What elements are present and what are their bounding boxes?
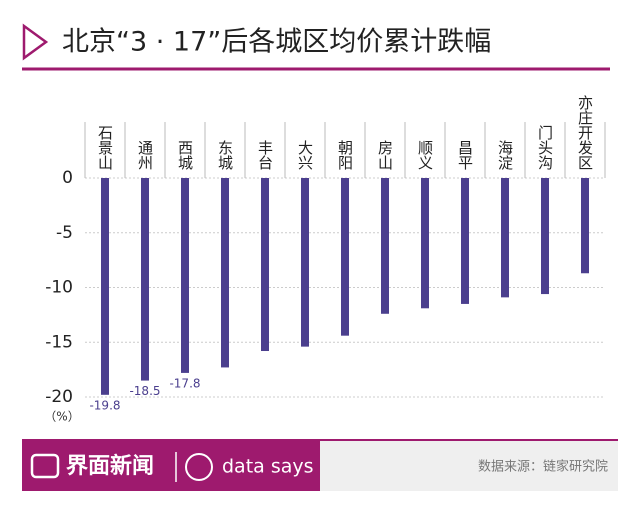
y-tick-label: -20 xyxy=(45,387,73,407)
x-tick-label: 石景山 xyxy=(96,125,114,170)
sub-brand-logo xyxy=(185,453,213,481)
bar xyxy=(461,178,469,304)
brand-logo xyxy=(30,453,60,479)
bar xyxy=(261,178,269,352)
y-tick-label: -15 xyxy=(45,332,73,352)
value-label: -18.5 xyxy=(129,384,160,398)
unit-label: （%） xyxy=(44,410,79,424)
y-tick-label: -5 xyxy=(56,223,73,243)
footer-brand: 界面新闻 xyxy=(66,453,154,479)
bar xyxy=(421,178,429,309)
bar xyxy=(501,178,509,298)
bar xyxy=(301,178,309,347)
x-tick-label: 顺义 xyxy=(416,140,434,170)
y-tick-label: 0 xyxy=(62,168,73,188)
x-tick-label: 东城 xyxy=(216,140,234,171)
x-tick-label: 通州 xyxy=(136,140,154,170)
bar xyxy=(141,178,149,381)
x-tick-label: 亦庄开发区 xyxy=(576,95,594,170)
x-tick-label: 丰台 xyxy=(256,140,274,170)
value-label: -17.8 xyxy=(169,376,200,390)
footer-source: 数据来源：链家研究院 xyxy=(478,459,608,475)
bar xyxy=(381,178,389,314)
x-tick-label: 昌平 xyxy=(456,140,474,170)
bar xyxy=(581,178,589,274)
bar xyxy=(221,178,229,368)
footer-sub-brand: data says xyxy=(222,456,314,478)
bar xyxy=(101,178,109,395)
x-tick-label: 朝阳 xyxy=(336,140,354,170)
bar xyxy=(341,178,349,336)
footer-band xyxy=(320,441,618,491)
chart-title: 北京“3 · 17”后各城区均价累计跌幅 xyxy=(62,27,491,58)
title-icon xyxy=(22,23,49,61)
bar xyxy=(541,178,549,295)
x-tick-label: 西城 xyxy=(176,140,194,171)
y-tick-label: -10 xyxy=(45,278,73,298)
x-tick-label: 房山 xyxy=(376,140,394,170)
bar xyxy=(181,178,189,373)
x-tick-label: 门头沟 xyxy=(536,125,554,171)
footer-brand-band xyxy=(22,441,320,491)
x-tick-label: 大兴 xyxy=(296,140,314,170)
value-label: -19.8 xyxy=(89,398,120,412)
x-tick-label: 海淀 xyxy=(496,140,514,171)
